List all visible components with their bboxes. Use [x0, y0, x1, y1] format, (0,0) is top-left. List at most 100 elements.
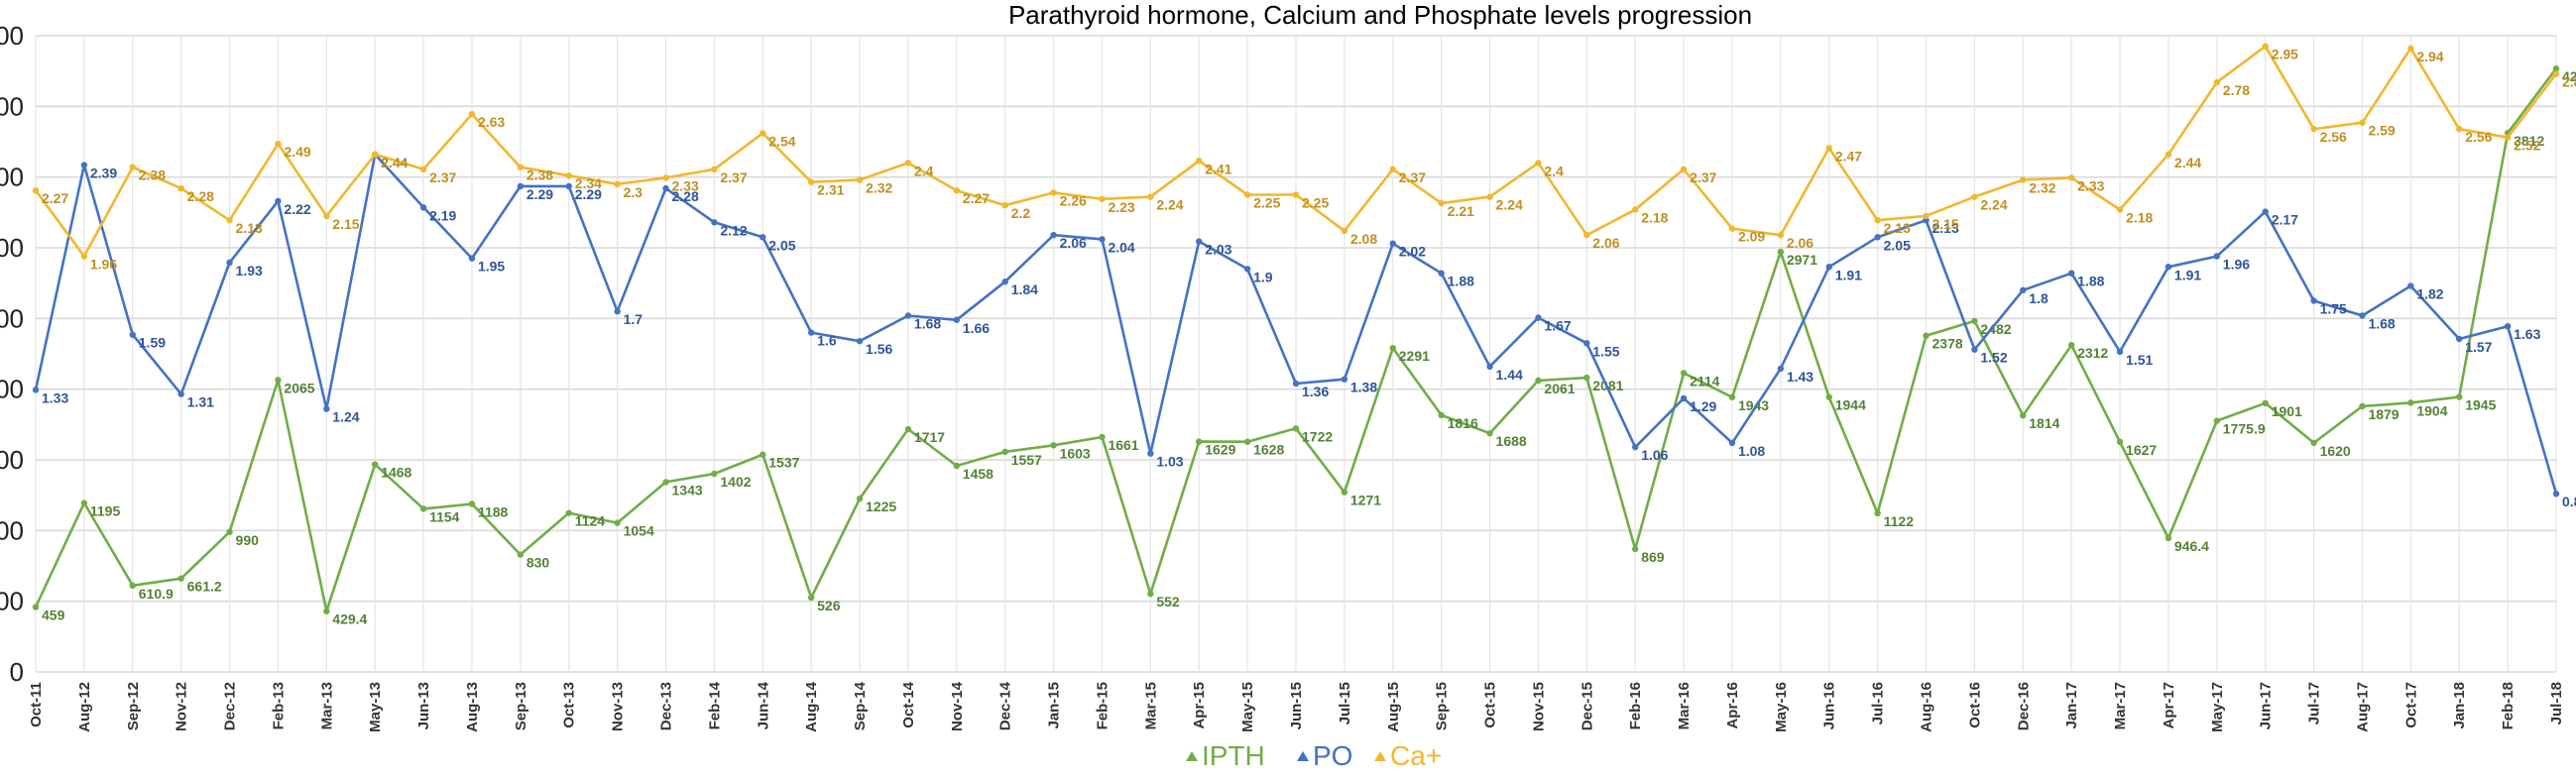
- data-point: [1099, 433, 1106, 441]
- x-tick-label: Feb-14: [706, 681, 723, 729]
- data-label: 2.15: [1932, 216, 1959, 232]
- data-label: 2.13: [236, 220, 263, 236]
- data-label: 1814: [2029, 415, 2059, 431]
- data-point: [614, 308, 621, 315]
- data-point: [1923, 332, 1930, 339]
- x-tick-label: Jun-15: [1288, 682, 1305, 729]
- data-point: [80, 162, 88, 168]
- data-point: [1971, 193, 1978, 200]
- x-tick-label: Apr-15: [1191, 682, 1208, 729]
- data-label: 1195: [90, 503, 121, 519]
- chart-series: 459 1195 610.9 661.2 990 2065 429.4 1468 1154 118…: [32, 43, 2576, 627]
- data-point: [2116, 438, 2124, 446]
- data-point: [1147, 193, 1154, 200]
- data-point: [1001, 448, 1008, 456]
- x-tick-label: Aug-13: [464, 682, 481, 732]
- data-label: 2.3: [624, 184, 644, 200]
- x-tick-label: Jan-18: [2451, 682, 2468, 729]
- data-point: [1341, 489, 1348, 496]
- series-po: 1.33 2.39 1.59 1.31 1.93 2.22 1.24 2.44 2.19 1.95…: [32, 151, 2576, 509]
- data-point: [80, 253, 88, 260]
- data-label: 3812: [2514, 133, 2544, 149]
- data-label: 2.94: [2416, 49, 2443, 64]
- x-tick-label: Jun-13: [415, 682, 432, 729]
- data-point: [2359, 402, 2366, 410]
- data-point: [1680, 394, 1688, 402]
- data-point: [1680, 166, 1688, 173]
- data-label: 1.88: [1448, 274, 1474, 289]
- data-point: [2213, 253, 2221, 260]
- data-label: 1.33: [42, 389, 68, 405]
- data-label: 1.6: [817, 333, 837, 349]
- data-point: [371, 461, 379, 468]
- data-label: 1627: [2126, 442, 2157, 458]
- data-point: [1341, 227, 1348, 235]
- data-label: 1.95: [478, 259, 505, 275]
- data-point: [1438, 199, 1445, 207]
- data-label: 2.19: [429, 207, 456, 223]
- data-label: 1.68: [914, 315, 941, 331]
- data-label: 2.4: [1544, 163, 1564, 178]
- x-tick-label: Mar-15: [1142, 682, 1159, 729]
- data-label: 2.33: [2077, 177, 2104, 193]
- data-label: 1.52: [1980, 350, 2007, 366]
- data-label: 2.27: [42, 190, 68, 206]
- x-tick-label: Apr-16: [1724, 682, 1741, 729]
- x-axis-tick-labels: Oct-11 Aug-12 Sep-12 Nov-12 Dec-12 Feb-13 Mar-…: [28, 681, 2565, 732]
- data-label: 1.03: [1156, 454, 1183, 470]
- data-point: [1971, 346, 1978, 353]
- x-tick-label: Mar-17: [2112, 682, 2129, 729]
- data-label: 2.37: [1690, 169, 1716, 185]
- data-label: 1.88: [2077, 274, 2104, 289]
- data-point: [419, 505, 427, 512]
- x-tick-label: Oct-16: [1966, 682, 1983, 728]
- data-point: [517, 182, 525, 190]
- data-label: 2.02: [1399, 244, 1426, 260]
- legend-marker: [1297, 751, 1309, 761]
- data-label: 2.44: [381, 155, 408, 170]
- data-label: 2.09: [1738, 229, 1765, 245]
- data-point: [80, 500, 88, 506]
- data-label: 1945: [2465, 397, 2496, 413]
- data-label: 1.08: [1738, 443, 1765, 459]
- data-point: [2020, 412, 2027, 419]
- legend-label: Ca+: [1390, 740, 1442, 771]
- data-point: [953, 316, 961, 323]
- chart-gridlines: [35, 35, 2557, 673]
- x-tick-label: Dec-16: [2015, 682, 2032, 730]
- data-label: 1.38: [1350, 380, 1377, 395]
- data-label: 2.34: [575, 175, 602, 191]
- data-label: 2.04: [1108, 239, 1134, 255]
- data-label: 1537: [768, 455, 799, 471]
- data-label: 2.32: [2029, 180, 2055, 196]
- data-label: 2.03: [1205, 242, 1231, 258]
- data-label: 2.95: [2272, 47, 2298, 62]
- x-tick-label: Sep-15: [1434, 682, 1451, 730]
- data-point: [2067, 270, 2075, 277]
- legend-label: PO: [1313, 740, 1352, 771]
- x-tick-label: Nov-12: [174, 682, 190, 731]
- data-label: 2.22: [284, 201, 310, 217]
- data-label: 2.29: [575, 186, 602, 202]
- data-point: [2067, 174, 2075, 181]
- data-point: [226, 528, 233, 535]
- x-tick-label: Jul-18: [2548, 682, 2565, 724]
- x-tick-label: May-15: [1239, 682, 1256, 732]
- data-point: [1292, 191, 1300, 198]
- legend-label: IPTH: [1202, 740, 1265, 771]
- data-point: [1583, 231, 1590, 239]
- x-tick-label: Dec-15: [1579, 682, 1595, 730]
- x-tick-label: Dec-13: [658, 682, 675, 730]
- data-label: 2.4: [914, 163, 934, 178]
- data-point: [565, 172, 572, 179]
- data-label: 2.37: [1399, 169, 1426, 185]
- data-point: [2116, 206, 2124, 213]
- data-point: [419, 166, 427, 173]
- data-label: 2.39: [90, 166, 117, 181]
- data-label: 2.56: [2320, 129, 2347, 145]
- x-tick-label: Sep-14: [852, 681, 869, 730]
- data-label: 1943: [1738, 397, 1769, 413]
- data-label: 2.17: [2272, 212, 2298, 228]
- x-tick-label: Jul-16: [1870, 682, 1887, 724]
- x-tick-label: Nov-14: [949, 681, 966, 731]
